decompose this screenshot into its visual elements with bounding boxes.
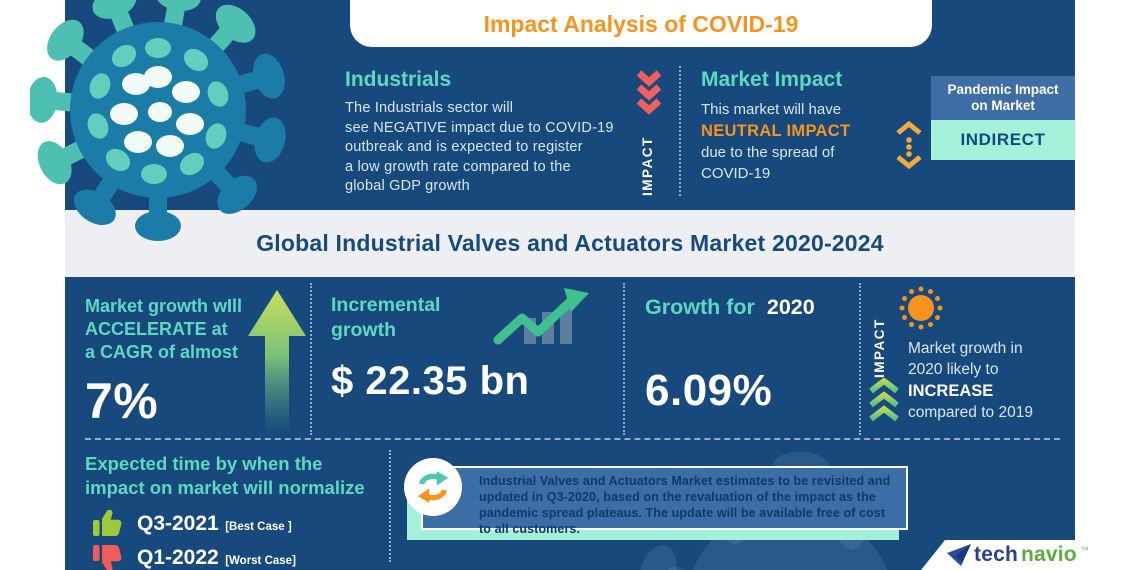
update-note-box: Industrial Valves and Actuators Market e… [421,466,908,536]
worst-case-label: [Worst Case] [225,554,296,567]
normalize-heading-line: Expected time by when the [85,453,323,474]
impact-vertical-label-top: IMPACT [640,136,655,196]
cagr-value: 7% [85,373,159,429]
worst-case-value: Q1-2022 [137,545,219,569]
technavio-arrow-icon [947,544,971,566]
market-impact-section: Market Impact This market will have NEUT… [701,68,881,184]
cagr-line: ACCELERATE at [85,319,228,339]
normalize-section: Expected time by when the impact on mark… [85,452,385,570]
growth-2020-lead: Growth for [645,295,755,319]
impact-down-chevrons-icon [637,70,661,115]
neutral-indicator-icon [896,121,922,169]
market-impact-line: due to the spread of [701,144,835,161]
growth-2020-stat: Growth for 2020 6.09% [645,295,855,416]
pandemic-impact-header: Pandemic Impact on Market [931,76,1075,120]
cagr-stat: Market growth wIll ACCELERATE at a CAGR … [85,295,260,430]
best-case-label: [Best Case ] [225,520,292,533]
growth-2020-value: 6.09% [645,366,773,415]
thumb-down-icon [93,545,122,570]
cagr-line: Market growth wIll [85,296,243,316]
coronavirus-icon [30,0,286,241]
pandemic-impact-box: Pandemic Impact on Market INDIRECT [931,76,1075,160]
stats-divider [310,283,312,435]
navy-panel-foot [65,540,945,570]
top-banner: Impact Analysis of COVID-19 [350,0,932,47]
incremental-line: growth [331,319,396,341]
outlook-line: 2020 likely to [908,361,999,378]
industrials-text-line: The Industrials sector will [345,100,514,116]
technavio-logo: tech navio ™ [947,543,1089,567]
industrials-text-line: global GDP growth [345,178,470,194]
neutral-impact-highlight: NEUTRAL IMPACT [701,122,851,140]
growth-up-arrow-icon [248,290,306,435]
market-title: Global Industrial Valves and Actuators M… [256,230,884,256]
top-section-divider [679,66,681,196]
thumb-up-icon [93,510,122,536]
increase-chevrons-icon [869,378,899,422]
bottom-section-divider [389,450,391,562]
industrials-text-line: see NEGATIVE impact due to COVID-19 [345,119,614,136]
stats-divider [859,283,861,435]
best-case-value: Q3-2021 [137,511,219,535]
industrials-text-line: outbreak and is expected to register [345,139,583,155]
market-impact-line: COVID-19 [701,165,771,182]
trend-up-arrow-icon [493,288,589,345]
banner-title: Impact Analysis of COVID-19 [483,11,799,37]
logo-tech-text: tech [974,543,1018,566]
impact-vertical-label-outlook: IMPACT [872,318,887,378]
incremental-growth-stat: Incremental growth $ 22.35 bn [331,293,611,404]
growth-2020-year: 2020 [766,295,815,319]
outlook-line: Market growth in [908,340,1023,357]
logo-navio-text: navio [1020,543,1077,566]
refresh-arrows-icon [417,471,449,503]
logo-trademark: ™ [1079,545,1089,555]
industrials-section: Industrials The Industrials sector will … [345,68,645,197]
market-impact-heading: Market Impact [701,68,843,91]
industrials-heading: Industrials [345,68,452,91]
incremental-line: Incremental [331,294,441,316]
virus-sun-icon [899,286,943,330]
update-note-text: Industrial Valves and Actuators Market e… [479,474,891,536]
industrials-text-line: a low growth rate compared to the [345,158,571,175]
pandemic-impact-value: INDIRECT [931,120,1075,160]
refresh-icon-circle [404,458,462,516]
outlook-text: Market growth in 2020 likely to INCREASE… [908,338,1073,423]
outlook-highlight: INCREASE [908,382,994,400]
normalize-heading-line: impact on market will normalize [85,477,365,498]
stats-bottom-divider [85,438,1060,440]
incremental-value: $ 22.35 bn [331,359,530,403]
market-title-band: Global Industrial Valves and Actuators M… [65,210,1075,277]
stats-divider [623,283,625,435]
cagr-line: a CAGR of almost [85,342,239,362]
outlook-line: compared to 2019 [908,404,1033,421]
market-impact-line: This market will have [701,101,842,118]
